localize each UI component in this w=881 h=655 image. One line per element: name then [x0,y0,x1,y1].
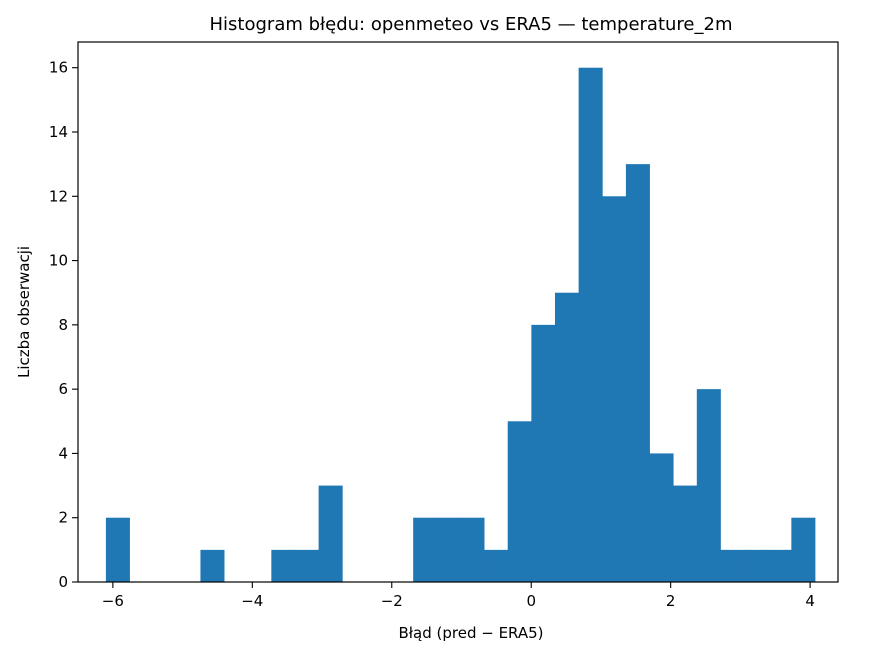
y-tick-label: 2 [58,509,68,527]
x-tick-label: −4 [241,592,263,610]
histogram-bar [484,549,509,582]
histogram-bar [602,196,627,583]
histogram-bar [507,421,532,582]
y-tick-label: 12 [49,187,68,205]
histogram-bar [436,517,461,582]
x-tick-label: 2 [666,592,676,610]
histogram-bar [200,549,225,582]
y-tick-label: 0 [58,573,68,591]
y-tick-label: 4 [58,444,68,462]
y-axis-label: Liczba obserwacji [15,246,33,378]
y-tick-label: 16 [49,59,68,77]
chart-title: Histogram błędu: openmeteo vs ERA5 — tem… [210,14,733,35]
y-axis-ticks: 0 2 4 6 8 10 12 14 16 [49,59,78,591]
x-tick-label: 0 [526,592,536,610]
histogram-bar [460,517,485,582]
y-tick-label: 6 [58,380,68,398]
x-tick-label: 4 [805,592,815,610]
histogram-bar [767,549,792,582]
histogram-bar [625,164,650,582]
histogram-bar [318,485,343,582]
histogram-bar [744,549,769,582]
histogram-bar [649,453,674,582]
histogram-bars [105,67,816,583]
histogram-bar [673,485,698,582]
histogram-bar [696,389,721,582]
x-axis-label: Błąd (pred − ERA5) [398,624,543,642]
y-tick-label: 8 [58,316,68,334]
histogram-bar [105,517,130,582]
histogram-bar [791,517,816,582]
y-tick-label: 10 [49,252,68,270]
y-tick-label: 14 [49,123,68,141]
histogram-bar [271,549,296,582]
plot-frame [77,41,839,583]
x-tick-label: −2 [381,592,403,610]
x-axis-ticks: −6 −4 −2 0 2 4 [102,582,815,610]
histogram-bar [294,549,320,582]
histogram-bar [554,292,580,582]
histogram-bar [413,517,438,582]
histogram-bar [720,549,745,582]
histogram-bar [531,324,556,582]
histogram-bar [578,67,603,582]
x-tick-label: −6 [102,592,124,610]
